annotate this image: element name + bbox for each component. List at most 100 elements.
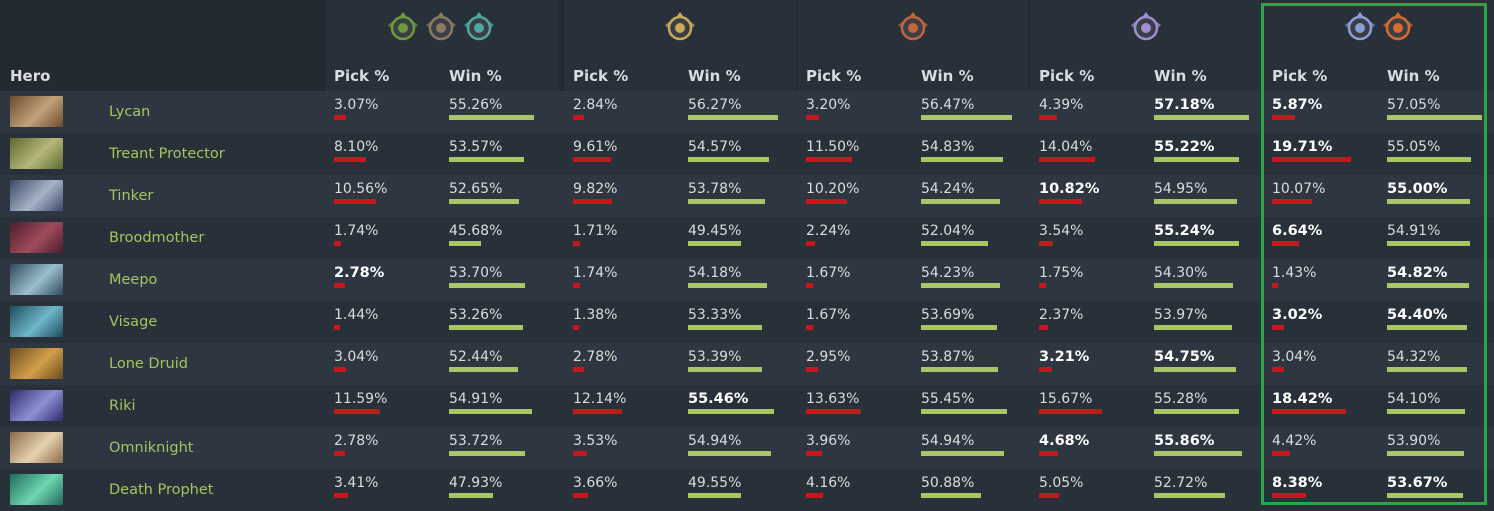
win-rate-bar	[449, 325, 523, 330]
pick-rate-bar	[1039, 325, 1048, 330]
hero-name[interactable]: Meepo	[109, 272, 158, 288]
win-rate: 53.67%	[1387, 475, 1448, 491]
hero-name[interactable]: Visage	[109, 314, 158, 330]
win-rate-bar	[688, 283, 767, 288]
pick-rate: 3.53%	[573, 433, 618, 449]
table-row[interactable]: Tinker 10.56% 52.65% 9.82% 53.78% 10.20% 54.24…	[0, 175, 1494, 217]
pick-column-header-2[interactable]: Pick %	[806, 67, 862, 85]
win-rate: 55.28%	[1154, 391, 1208, 407]
hero-name[interactable]: Lycan	[109, 104, 151, 120]
table-row[interactable]: Treant Protector 8.10% 53.57% 9.61% 54.57% 11…	[0, 133, 1494, 175]
hero-portrait	[10, 96, 63, 127]
pick-rate-bar	[334, 241, 341, 246]
hero-portrait	[10, 138, 63, 169]
pick-rate: 19.71%	[1272, 139, 1333, 155]
pick-rate: 8.38%	[1272, 475, 1323, 491]
win-rate: 53.78%	[688, 181, 742, 197]
win-rate: 56.47%	[921, 97, 975, 113]
win-rate-bar	[449, 115, 534, 120]
hero-portrait	[10, 348, 63, 379]
pick-column-header-3[interactable]: Pick %	[1039, 67, 1095, 85]
win-column-header-4[interactable]: Win %	[1387, 67, 1440, 85]
hero-name[interactable]: Broodmother	[109, 230, 205, 246]
win-column-header-0[interactable]: Win %	[449, 67, 502, 85]
pick-rate-bar	[1272, 199, 1312, 204]
pick-rate-bar	[1039, 367, 1052, 372]
win-rate-bar	[921, 241, 988, 246]
win-rate-bar	[449, 451, 525, 456]
table-row[interactable]: Visage 1.44% 53.26% 1.38% 53.33% 1.67% 53.69% 2…	[0, 301, 1494, 343]
hero-name[interactable]: Treant Protector	[109, 146, 225, 162]
pick-rate-bar	[1272, 115, 1295, 120]
table-row[interactable]: Broodmother 1.74% 45.68% 1.71% 49.45% 2.24% 52…	[0, 217, 1494, 259]
bracket-medals-2	[796, 8, 1029, 48]
win-rate-bar	[449, 157, 524, 162]
table-row[interactable]: Omniknight 2.78% 53.72% 3.53% 54.94% 3.96% 54.…	[0, 427, 1494, 469]
win-rate: 55.86%	[1154, 433, 1215, 449]
hero-name[interactable]: Lone Druid	[109, 356, 188, 372]
win-rate-bar	[688, 115, 778, 120]
win-rate: 53.87%	[921, 349, 975, 365]
pick-column-header-1[interactable]: Pick %	[573, 67, 629, 85]
hero-portrait	[10, 222, 63, 253]
pick-rate: 1.67%	[806, 265, 851, 281]
win-rate-bar	[1387, 283, 1469, 288]
pick-rate-bar	[573, 241, 580, 246]
pick-rate: 2.84%	[573, 97, 618, 113]
bracket-medals-4	[1262, 8, 1494, 48]
table-row[interactable]: Death Prophet 3.41% 47.93% 3.66% 49.55% 4.16%…	[0, 469, 1494, 511]
win-column-header-1[interactable]: Win %	[688, 67, 741, 85]
win-rate: 53.57%	[449, 139, 503, 155]
pick-rate-bar	[806, 325, 813, 330]
table-row[interactable]: Lycan 3.07% 55.26% 2.84% 56.27% 3.20% 56.47% 4.…	[0, 91, 1494, 133]
hero-portrait	[10, 306, 63, 337]
win-rate-bar	[1387, 409, 1465, 414]
hero-name[interactable]: Omniknight	[109, 440, 194, 456]
table-row[interactable]: Lone Druid 3.04% 52.44% 2.78% 53.39% 2.95% 53.…	[0, 343, 1494, 385]
pick-rate-bar	[573, 283, 580, 288]
win-column-header-3[interactable]: Win %	[1154, 67, 1207, 85]
table-row[interactable]: Meepo 2.78% 53.70% 1.74% 54.18% 1.67% 54.23% 1.…	[0, 259, 1494, 301]
pick-rate-bar	[573, 115, 584, 120]
pick-rate-bar	[1272, 325, 1284, 330]
pick-column-header-0[interactable]: Pick %	[334, 67, 390, 85]
table-row[interactable]: Riki 11.59% 54.91% 12.14% 55.46% 13.63% 55.45%…	[0, 385, 1494, 427]
pick-rate-bar	[1039, 493, 1059, 498]
crusader-medal-icon	[463, 12, 494, 41]
pick-rate: 4.39%	[1039, 97, 1084, 113]
pick-rate-bar	[1272, 241, 1299, 246]
pick-rate: 5.05%	[1039, 475, 1084, 491]
win-rate-bar	[1387, 199, 1470, 204]
pick-rate: 3.04%	[1272, 349, 1317, 365]
pick-rate: 3.20%	[806, 97, 851, 113]
hero-column-header[interactable]: Hero	[10, 67, 51, 85]
win-rate-bar	[449, 409, 532, 414]
pick-rate: 1.38%	[573, 307, 618, 323]
hero-name[interactable]: Tinker	[109, 188, 154, 204]
pick-rate-bar	[334, 367, 346, 372]
pick-rate: 3.21%	[1039, 349, 1090, 365]
win-column-header-2[interactable]: Win %	[921, 67, 974, 85]
hero-name[interactable]: Death Prophet	[109, 482, 214, 498]
pick-rate-bar	[806, 115, 819, 120]
pick-rate-bar	[573, 493, 588, 498]
pick-column-header-4[interactable]: Pick %	[1272, 67, 1328, 85]
win-rate-bar	[688, 325, 762, 330]
win-rate: 54.75%	[1154, 349, 1215, 365]
bracket-header-4	[1262, 0, 1494, 91]
pick-rate: 10.20%	[806, 181, 860, 197]
bracket-medals-3	[1029, 8, 1262, 48]
pick-rate-bar	[1272, 493, 1306, 498]
pick-rate-bar	[334, 157, 366, 162]
pick-rate: 6.64%	[1272, 223, 1323, 239]
pick-rate: 1.75%	[1039, 265, 1084, 281]
win-rate: 54.94%	[921, 433, 975, 449]
win-rate: 55.24%	[1154, 223, 1215, 239]
win-rate-bar	[1154, 325, 1232, 330]
win-rate-bar	[921, 325, 997, 330]
hero-name[interactable]: Riki	[109, 398, 136, 414]
pick-rate: 8.10%	[334, 139, 379, 155]
legend-medal-icon	[897, 12, 928, 41]
win-rate-bar	[1387, 493, 1463, 498]
